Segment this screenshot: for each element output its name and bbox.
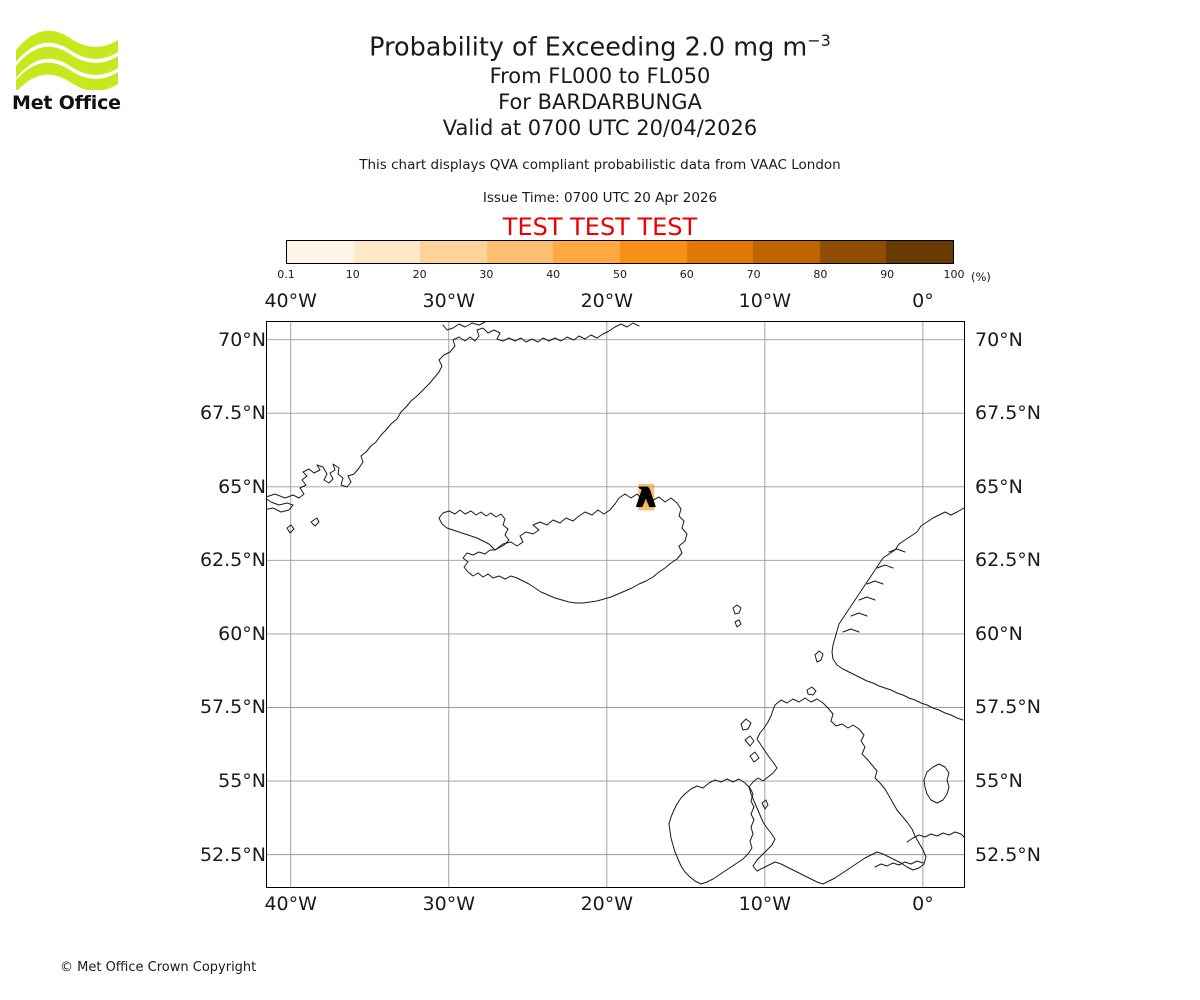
lat-label-right-67.5°N: 67.5°N	[975, 402, 1042, 425]
coastline-orkney	[806, 686, 817, 696]
colorbar-tick-80: 80	[813, 268, 828, 281]
coastline-iceland-westfjords	[438, 509, 510, 551]
coastline-france-north	[874, 860, 924, 868]
colorbar-segment-2	[353, 241, 421, 263]
page-title: Probability of Exceeding 2.0 mg m−3	[0, 26, 1200, 63]
lon-label-top-20°W: 20°W	[580, 290, 634, 312]
coastline-ireland	[668, 778, 755, 885]
lat-label-right-57.5°N: 57.5°N	[975, 696, 1042, 719]
coastline-isle-of-man	[761, 799, 769, 810]
coastline-greenland-fjord	[310, 517, 320, 527]
logo-wave-2	[16, 46, 118, 78]
coastline-greenland	[267, 322, 640, 513]
lat-label-left-67.5°N: 67.5°N	[199, 402, 266, 425]
colorbar-segment-6	[619, 241, 687, 263]
volcano-marker[interactable]	[636, 486, 656, 508]
test-banner: TEST TEST TEST	[502, 213, 698, 241]
coastline-faroes-2	[734, 619, 742, 628]
lon-label-bottom-40°W: 40°W	[264, 893, 317, 915]
colorbar-segment-9	[819, 241, 887, 263]
colorbar-tick-40: 40	[546, 268, 561, 281]
coastline-shetland	[814, 650, 824, 663]
colorbar-segment-8	[753, 241, 820, 263]
colorbar-tick-100: 100	[943, 268, 965, 281]
coastline-norway-fjords	[842, 548, 906, 633]
lat-label-right-60°N: 60°N	[975, 622, 1023, 645]
map-canvas	[267, 322, 964, 887]
page-title-exponent: −3	[807, 31, 831, 50]
colorbar-tick-60: 60	[679, 268, 694, 281]
lon-label-top-0°: 0°	[912, 290, 934, 312]
coastline-layer	[267, 322, 964, 885]
latitude-labels-left: 70°N 67.5°N 65°N 62.5°N 60°N 57.5°N 55°N 52.5°N	[0, 0, 266, 1000]
lat-label-right-65°N: 65°N	[975, 475, 1023, 498]
colorbar-tick-70: 70	[746, 268, 761, 281]
colorbar-segment-7	[686, 241, 754, 263]
coastline-outer-hebrides	[740, 718, 752, 731]
volcano-name-line: For BARDARBUNGA	[498, 90, 702, 114]
lon-label-top-40°W: 40°W	[264, 290, 317, 312]
logo-wave-3	[16, 62, 118, 90]
coastline-greenland-north	[442, 322, 486, 331]
lon-label-top-10°W: 10°W	[738, 290, 792, 312]
lon-label-bottom-0°: 0°	[912, 893, 934, 915]
coastline-faroes	[732, 604, 742, 615]
copyright-notice: © Met Office Crown Copyright	[60, 960, 257, 975]
lat-label-left-55°N: 55°N	[218, 770, 266, 793]
met-office-logo-text: Met Office	[12, 92, 121, 114]
lon-label-bottom-20°W: 20°W	[580, 893, 634, 915]
colorbar-segment-4	[486, 241, 554, 263]
colorbar-tick-0.1: 0.1	[277, 268, 295, 281]
colorbar-segment-1	[287, 241, 354, 263]
page-title-text: Probability of Exceeding 2.0 mg m	[369, 32, 808, 63]
lat-label-left-52.5°N: 52.5°N	[199, 843, 266, 866]
colorbar-tick-50: 50	[613, 268, 627, 281]
coastline-outer-hebrides-3	[749, 751, 760, 763]
lat-label-right-70°N: 70°N	[975, 328, 1023, 351]
logo-wave-1	[16, 30, 118, 62]
lat-label-left-60°N: 60°N	[218, 622, 266, 645]
lat-label-left-57.5°N: 57.5°N	[199, 696, 266, 719]
lat-label-left-70°N: 70°N	[218, 328, 266, 351]
met-office-logo: Met Office	[12, 20, 122, 115]
colorbar-segment-5	[553, 241, 620, 263]
coastline-iceland	[462, 493, 688, 604]
lat-label-right-62.5°N: 62.5°N	[975, 549, 1042, 572]
volcano-triangle-icon	[636, 486, 656, 508]
lat-label-left-62.5°N: 62.5°N	[199, 549, 266, 572]
longitude-labels-bottom: 40°W 30°W 20°W 10°W 0°	[0, 893, 1200, 919]
valid-time-line: Valid at 0700 UTC 20/04/2026	[442, 116, 758, 140]
lon-label-bottom-30°W: 30°W	[422, 893, 475, 915]
lat-label-left-65°N: 65°N	[218, 475, 266, 498]
coastline-island-ne-greenland	[286, 524, 295, 534]
lat-label-right-52.5°N: 52.5°N	[975, 843, 1042, 866]
flight-level-range: From FL000 to FL050	[489, 64, 711, 88]
colorbar-tick-labels: 0.1 10 20 30 40 50 60 70 80 90 100	[277, 268, 964, 284]
coastline-outer-hebrides-2	[744, 735, 755, 747]
qva-note: This chart displays QVA compliant probab…	[359, 157, 841, 173]
colorbar-segment-3	[420, 241, 487, 263]
probability-colorbar	[286, 240, 954, 264]
colorbar-tick-90: 90	[880, 268, 895, 281]
coastline-continental-europe	[906, 831, 964, 843]
lon-label-bottom-10°W: 10°W	[738, 893, 792, 915]
map-plot-area[interactable]	[266, 321, 965, 888]
colorbar-unit-label: (%)	[971, 270, 991, 284]
lon-label-top-30°W: 30°W	[422, 290, 475, 312]
coastline-denmark	[923, 763, 950, 804]
colorbar-tick-10: 10	[345, 268, 360, 281]
colorbar-segment-10	[886, 241, 953, 263]
issue-time: Issue Time: 0700 UTC 20 Apr 2026	[482, 190, 718, 206]
coastline-great-britain	[748, 697, 927, 885]
met-office-wave-mark	[16, 30, 118, 90]
colorbar-gradient	[286, 240, 954, 264]
longitude-labels-top: 40°W 30°W 20°W 10°W 0°	[0, 290, 1200, 316]
lat-label-right-55°N: 55°N	[975, 770, 1023, 793]
map-gridlines	[267, 322, 964, 887]
coastline-norway	[831, 507, 964, 721]
colorbar-tick-30: 30	[479, 268, 494, 281]
colorbar-tick-20: 20	[412, 268, 427, 281]
